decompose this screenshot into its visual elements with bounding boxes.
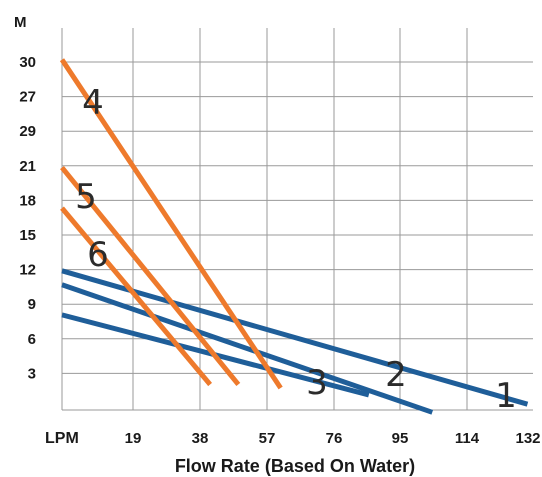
y-tick-label: 30 [19,54,36,71]
curve-label-3: 3 [306,363,328,403]
y-tick-label: 18 [19,192,36,209]
y-unit-label: M [14,14,27,31]
x-tick-label: 114 [455,430,480,447]
curve-label-2: 2 [385,355,407,395]
y-tick-label: 6 [28,331,36,348]
pump-curves [59,58,529,415]
x-tick-label: 95 [392,430,409,447]
y-tick-label: 29 [19,123,36,140]
x-axis-ticks: 19 38 57 76 95 114 132 [125,430,541,447]
y-tick-label: 3 [28,365,36,382]
x-tick-label: 57 [259,430,276,447]
y-tick-label: 27 [19,89,36,106]
curve-label-1: 1 [495,376,517,416]
x-tick-label: 76 [326,430,343,447]
y-tick-label: 15 [19,227,36,244]
y-tick-label: 21 [19,158,36,175]
curve-line-6 [60,206,213,387]
x-tick-label: 19 [125,430,142,447]
curve-label-6: 6 [87,235,109,275]
y-axis-ticks: 30 27 29 21 18 15 12 9 6 3 [19,54,36,382]
curve-label-5: 5 [75,177,97,217]
x-unit-label: LPM [45,430,79,447]
x-axis-title: Flow Rate (Based On Water) [175,456,415,476]
curve-label-4: 4 [82,83,104,123]
curve-line-2 [61,282,434,415]
x-tick-label: 38 [192,430,209,447]
y-tick-label: 9 [28,296,36,313]
curve-line-5 [60,165,241,387]
curve-labels: 1 2 3 4 5 6 [75,83,517,416]
grid [61,28,533,411]
x-tick-label: 132 [515,430,540,447]
y-tick-label: 12 [19,262,36,279]
curve-line-4 [59,58,283,390]
curve-line-1 [61,268,529,407]
